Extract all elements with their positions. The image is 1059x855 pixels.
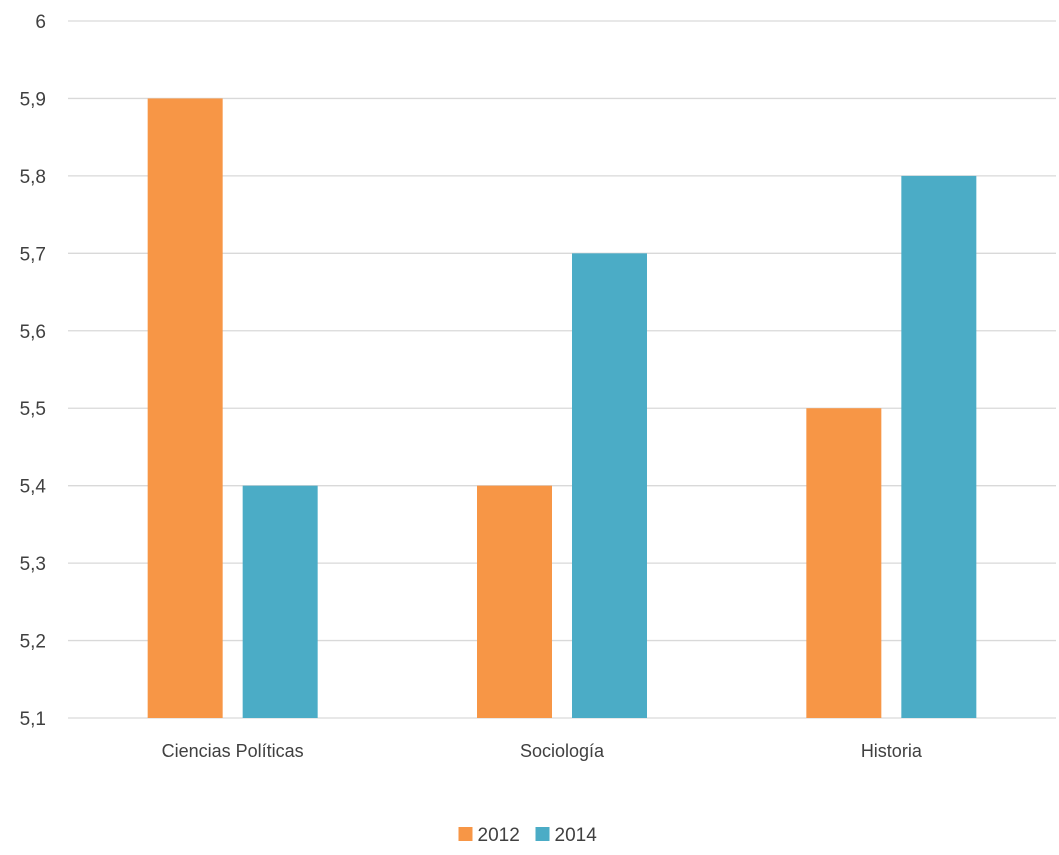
bar-2012-1 (147, 98, 223, 718)
gridlines (68, 20, 1056, 719)
x-axis-category-labels: Ciencias Políticas Sociología Historia (162, 741, 923, 761)
y-tick-label: 5,9 (20, 89, 46, 110)
legend-swatch-2012 (458, 827, 473, 841)
y-tick-label: 5,6 (20, 322, 46, 343)
y-tick-label: 5,7 (20, 244, 46, 265)
bar-2012-3 (806, 408, 882, 718)
bar-2014-3 (901, 175, 977, 718)
x-category-label: Historia (861, 741, 923, 761)
legend: 2012 2014 (458, 825, 598, 846)
legend-label-2012: 2012 (478, 825, 520, 846)
x-category-label: Sociología (520, 741, 605, 761)
x-category-label: Ciencias Políticas (162, 741, 304, 761)
y-tick-label: 5,4 (20, 477, 47, 498)
bars (147, 98, 977, 719)
legend-swatch-2014 (535, 827, 550, 841)
y-axis-tick-labels: 5,1 5,2 5,3 5,4 5,5 5,6 5,7 5,8 5,9 6 (20, 12, 47, 730)
y-tick-label: 5,2 (20, 632, 46, 653)
y-tick-label: 5,3 (20, 554, 46, 575)
bar-2014-1 (242, 485, 318, 718)
y-tick-label: 5,5 (20, 399, 46, 420)
y-tick-label: 5,8 (20, 167, 46, 188)
y-tick-label: 5,1 (20, 709, 46, 730)
bar-2012-2 (477, 485, 552, 718)
y-tick-label: 6 (35, 12, 46, 33)
bar-2014-2 (572, 253, 647, 719)
legend-label-2014: 2014 (555, 825, 598, 846)
